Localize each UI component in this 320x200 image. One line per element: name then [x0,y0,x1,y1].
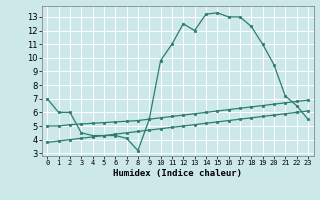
X-axis label: Humidex (Indice chaleur): Humidex (Indice chaleur) [113,169,242,178]
